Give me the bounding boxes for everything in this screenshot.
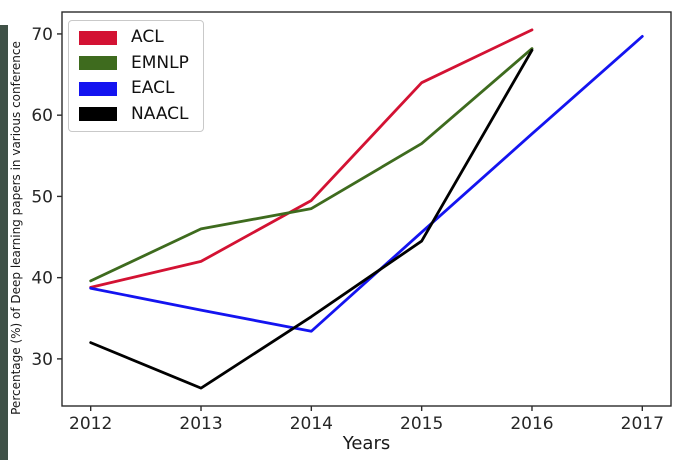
y-tick-label: 70 [31,25,53,45]
x-tick-label: 2014 [290,414,333,434]
legend-item-emnlp: EMNLP [69,51,203,76]
y-axis-label: Percentage (%) of Deep learning papers i… [9,41,23,415]
x-tick-label: 2016 [510,414,553,434]
legend-swatch-acl [79,30,117,45]
legend: ACL EMNLP EACL NAACL [68,20,204,132]
legend-label-eacl: EACL [131,78,175,99]
series-line-acl [89,28,534,289]
x-tick-label: 2015 [400,414,443,434]
series-line-emnlp [89,47,534,283]
series-line-naacl [89,48,534,390]
y-tick-label: 60 [31,106,53,126]
legend-label-acl: ACL [131,27,164,48]
legend-item-acl: ACL [69,25,203,50]
x-tick-label: 2013 [179,414,222,434]
left-edge-stripe [0,25,8,460]
y-tick-label: 50 [31,187,53,207]
legend-label-emnlp: EMNLP [131,52,189,73]
x-axis-label: Years [342,433,391,454]
axes-frame [61,11,672,407]
x-tick-label: 2012 [69,414,112,434]
legend-item-naacl: NAACL [69,102,203,127]
legend-swatch-eacl [79,81,117,96]
legend-swatch-naacl [79,107,117,122]
legend-label-naacl: NAACL [131,103,189,124]
y-tick-label: 30 [31,350,53,370]
legend-swatch-emnlp [79,56,117,71]
x-tick-label: 2017 [621,414,664,434]
series-line-eacl [89,34,644,333]
legend-item-eacl: EACL [69,76,203,101]
y-tick-label: 40 [31,269,53,289]
